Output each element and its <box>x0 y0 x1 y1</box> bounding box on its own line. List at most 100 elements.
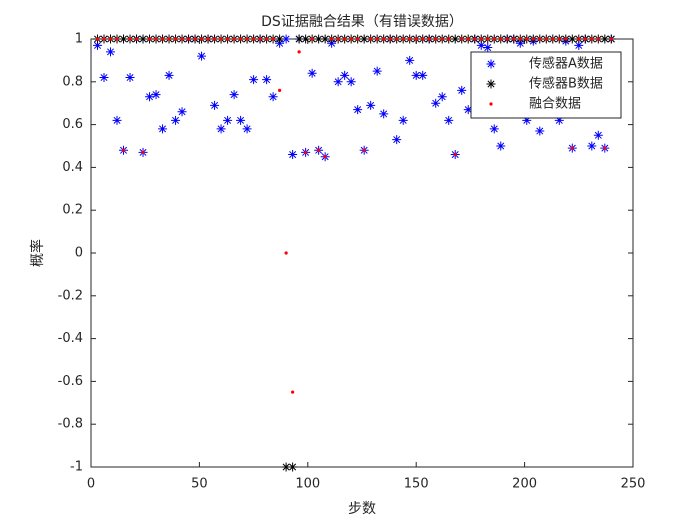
point <box>440 37 444 41</box>
point <box>268 92 278 102</box>
point <box>304 150 308 155</box>
point <box>229 90 239 100</box>
point <box>99 73 109 83</box>
point <box>473 37 477 41</box>
y-tick-label: 0.4 <box>62 160 83 175</box>
chart-title: DS证据融合结果（有错误数据） <box>261 14 463 30</box>
point <box>525 37 529 41</box>
point <box>281 34 291 44</box>
point <box>106 47 116 57</box>
point <box>444 115 454 125</box>
point <box>219 37 223 41</box>
point <box>398 115 408 125</box>
point <box>392 135 402 145</box>
point <box>366 100 376 110</box>
y-tick-label: -1 <box>70 460 83 475</box>
point <box>262 75 272 85</box>
x-tick-label: 150 <box>404 477 429 492</box>
x-tick-label: 50 <box>191 477 208 492</box>
x-tick-label: 0 <box>87 477 95 492</box>
point <box>112 115 122 125</box>
point <box>160 37 165 41</box>
point <box>505 37 509 41</box>
point <box>314 34 324 44</box>
point <box>388 37 392 41</box>
point <box>437 92 447 102</box>
point <box>401 37 405 41</box>
point <box>171 115 181 125</box>
point <box>307 68 317 78</box>
point <box>596 37 600 41</box>
point <box>236 115 246 125</box>
point <box>197 51 207 61</box>
point <box>609 37 613 41</box>
point <box>538 37 542 41</box>
point <box>333 77 343 87</box>
y-tick-label: -0.2 <box>58 288 83 303</box>
point <box>121 148 126 152</box>
point <box>359 34 369 44</box>
point <box>177 107 187 117</box>
point <box>463 105 473 115</box>
point <box>265 37 269 41</box>
y-tick-label: -0.6 <box>58 374 83 389</box>
point <box>258 37 262 41</box>
point <box>284 251 288 255</box>
point <box>167 37 171 41</box>
point <box>414 37 418 41</box>
point <box>164 70 174 80</box>
point <box>593 130 603 140</box>
point <box>434 37 438 41</box>
point <box>151 90 161 100</box>
point <box>431 98 441 108</box>
point <box>379 109 389 119</box>
point <box>489 124 499 134</box>
point <box>457 85 467 95</box>
point <box>320 34 330 44</box>
point <box>206 37 210 41</box>
point <box>453 152 457 157</box>
point <box>173 37 178 41</box>
point <box>340 70 350 80</box>
point <box>138 34 148 44</box>
x-tick-label: 250 <box>621 477 646 492</box>
point <box>115 37 119 41</box>
point <box>330 37 334 41</box>
point <box>317 148 321 152</box>
point <box>567 34 577 44</box>
point <box>199 37 204 41</box>
point <box>238 37 243 41</box>
point <box>301 34 311 44</box>
point <box>242 124 252 134</box>
point <box>336 37 340 41</box>
x-axis-label: 步数 <box>348 501 376 517</box>
point <box>362 148 366 152</box>
legend-label: 传感器A数据 <box>529 56 603 72</box>
point <box>271 37 275 41</box>
point <box>349 37 353 41</box>
point <box>193 37 197 41</box>
point <box>577 37 581 41</box>
point <box>252 37 256 41</box>
point <box>570 146 574 150</box>
point <box>108 37 113 41</box>
point <box>180 37 184 41</box>
point <box>210 100 220 110</box>
point <box>212 37 217 41</box>
point <box>375 37 379 41</box>
y-tick-label: 1 <box>75 32 83 47</box>
point <box>408 37 412 41</box>
point <box>353 105 363 115</box>
point <box>603 146 607 150</box>
point <box>531 37 535 41</box>
point <box>145 92 155 102</box>
point <box>486 37 490 41</box>
point <box>310 37 314 41</box>
point <box>544 37 548 41</box>
point <box>535 126 545 136</box>
y-tick-label: 0.8 <box>62 74 83 89</box>
point <box>154 37 158 41</box>
point <box>496 141 506 151</box>
point <box>245 37 249 41</box>
